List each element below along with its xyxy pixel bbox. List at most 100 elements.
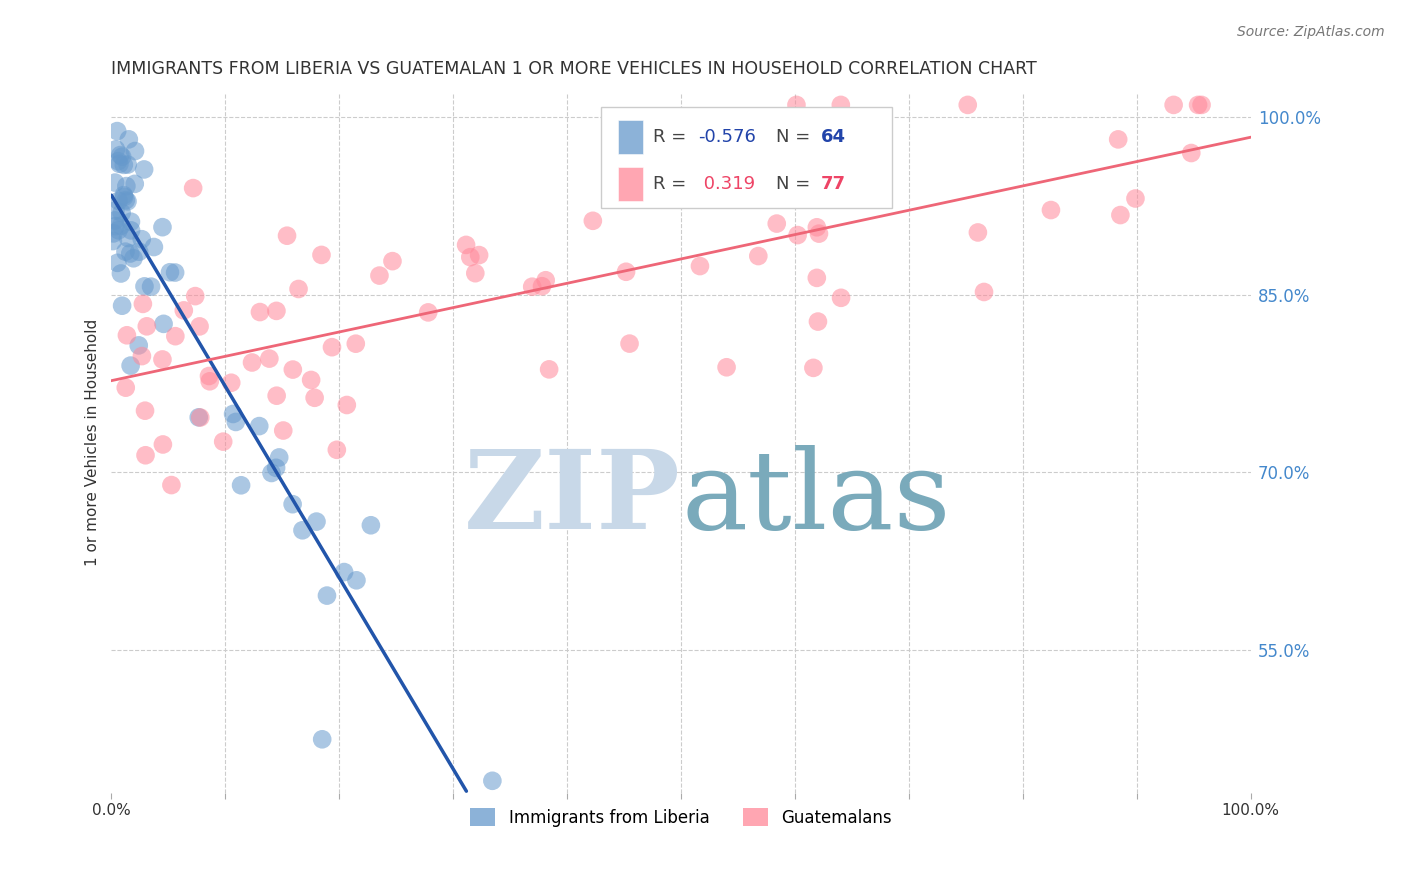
Point [287,282,309,296]
Point [173,303,195,318]
Point [464,266,486,280]
Point [124,144,146,158]
Text: IMMIGRANTS FROM LIBERIA VS GUATEMALAN 1 OR MORE VEHICLES IN HOUSEHOLD CORRELATIO: IMMIGRANTS FROM LIBERIA VS GUATEMALAN 1 … [111,60,1038,78]
Point [807,227,830,241]
Point [120,215,142,229]
Point [336,398,359,412]
Point [264,460,287,475]
Point [107,223,129,237]
Point [973,285,995,299]
FancyBboxPatch shape [619,167,644,201]
Legend: Immigrants from Liberia, Guatemalans: Immigrants from Liberia, Guatemalans [464,802,898,833]
Point [104,213,127,227]
Point [111,299,134,313]
Point [522,279,544,293]
Point [108,157,131,171]
Point [538,362,561,376]
Point [276,228,298,243]
Point [418,305,440,319]
Point [107,194,129,208]
Point [159,265,181,279]
Point [360,518,382,533]
Point [139,279,162,293]
Point [152,317,174,331]
Point [120,246,142,260]
Text: R =: R = [652,175,692,193]
Point [103,227,125,241]
Point [281,362,304,376]
Point [152,437,174,451]
Point [134,279,156,293]
Point [458,250,481,264]
Point [304,391,326,405]
Point [112,190,135,204]
Point [165,266,187,280]
Point [111,206,134,220]
Point [454,238,477,252]
Point [311,248,333,262]
Point [111,150,134,164]
Point [269,450,291,465]
Point [807,315,830,329]
Point [188,410,211,425]
Text: N =: N = [776,128,815,146]
Text: -0.576: -0.576 [699,128,756,146]
Point [765,217,787,231]
Point [160,478,183,492]
Point [181,181,204,195]
Point [152,352,174,367]
Point [785,98,807,112]
Point [225,415,247,429]
Point [152,220,174,235]
Point [1180,146,1202,161]
Text: ZIP: ZIP [464,445,681,552]
Point [468,248,491,262]
Point [107,256,129,270]
Point [114,244,136,259]
Point [830,98,852,112]
Point [134,162,156,177]
Point [117,231,139,245]
Point [333,565,356,579]
Point [344,336,367,351]
Point [114,193,136,207]
Point [619,336,641,351]
Point [368,268,391,283]
Point [118,132,141,146]
FancyBboxPatch shape [619,120,644,154]
Point [101,234,124,248]
Point [266,389,288,403]
Point [249,305,271,319]
Point [122,252,145,266]
Point [260,466,283,480]
Point [107,154,129,169]
Point [689,259,711,273]
Point [305,515,328,529]
Point [104,203,127,218]
Point [299,373,322,387]
Point [198,374,221,388]
Text: R =: R = [652,128,692,146]
Point [326,442,349,457]
Point [131,232,153,246]
Point [1191,98,1213,112]
Point [117,194,139,209]
Point [582,214,605,228]
Point [534,273,557,287]
Point [120,359,142,373]
Point [291,523,314,537]
Point [131,349,153,363]
Point [1187,98,1209,112]
Point [1039,202,1062,217]
Point [681,167,703,181]
Point [786,228,808,243]
Point [381,254,404,268]
Text: Source: ZipAtlas.com: Source: ZipAtlas.com [1237,25,1385,39]
Text: atlas: atlas [681,445,950,552]
Point [813,192,835,206]
Text: N =: N = [776,175,815,193]
Point [259,351,281,366]
Point [128,338,150,352]
Point [104,142,127,156]
Point [104,219,127,234]
